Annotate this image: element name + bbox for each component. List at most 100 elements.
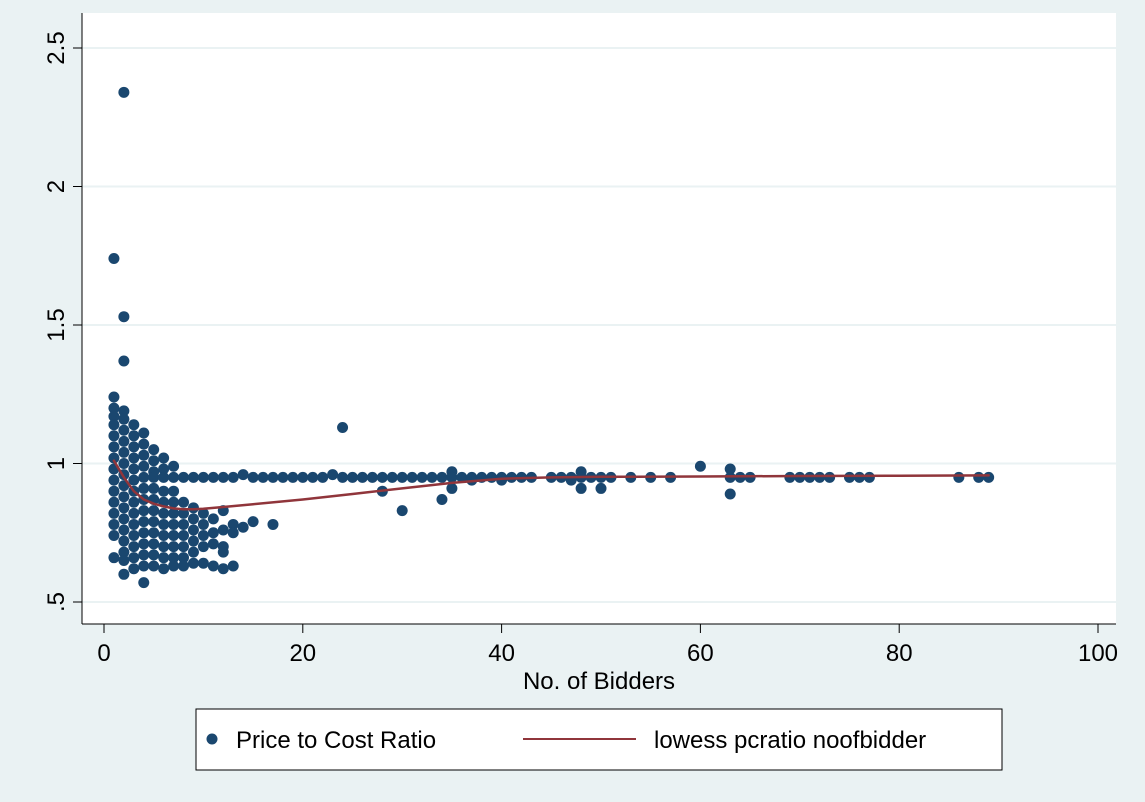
scatter-point-201	[953, 471, 965, 483]
scatter-point-126	[217, 546, 229, 558]
scatter-point-61	[138, 560, 150, 572]
scatter-point-136	[257, 471, 269, 483]
scatter-point-110	[187, 557, 199, 569]
scatter-point-4	[108, 391, 120, 403]
scatter-point-141	[297, 471, 309, 483]
scatter-point-43	[128, 507, 140, 519]
x-tick-label-2: 40	[488, 640, 515, 667]
scatter-point-56	[138, 505, 150, 517]
scatter-point-100	[178, 530, 190, 542]
scatter-point-114	[197, 530, 209, 542]
scatter-point-167	[486, 471, 498, 483]
scatter-point-187	[694, 460, 706, 472]
scatter-point-91	[168, 518, 180, 530]
y-tick-label-3: 2	[43, 180, 70, 193]
scatter-point-76	[158, 463, 170, 475]
scatter-point-131	[227, 560, 239, 572]
lowess-line	[112, 459, 990, 511]
scatter-point-116	[197, 557, 209, 569]
scatter-point-130	[227, 527, 239, 539]
scatter-point-50	[138, 438, 150, 450]
scatter-point-23	[118, 446, 130, 458]
y-tick-label-4: 2.5	[43, 31, 70, 64]
scatter-point-8	[118, 413, 130, 425]
scatter-point-96	[178, 471, 190, 483]
scatter-point-22	[118, 435, 130, 447]
scatter-point-107	[187, 524, 199, 536]
scatter-point-138	[267, 518, 279, 530]
scatter-point-27	[118, 491, 130, 503]
y-tick-label-0: .5	[43, 592, 70, 612]
scatter-point-159	[436, 494, 448, 506]
scatter-point-109	[187, 546, 199, 558]
scatter-point-6	[108, 410, 120, 422]
scatter-point-14	[108, 474, 120, 486]
scatter-point-133	[237, 521, 249, 533]
scatter-point-49	[138, 427, 150, 439]
scatter-point-153	[396, 471, 408, 483]
scatter-point-103	[178, 560, 190, 572]
scatter-point-37	[128, 441, 140, 453]
scatter-point-132	[237, 469, 249, 481]
scatter-point-182	[595, 482, 607, 494]
scatter-point-58	[138, 527, 150, 539]
scatter-point-78	[158, 485, 170, 497]
scatter-point-3	[118, 355, 130, 367]
scatter-point-42	[128, 496, 140, 508]
scatter-point-29	[118, 513, 130, 525]
scatter-point-146	[337, 421, 349, 433]
scatter-point-70	[148, 516, 160, 528]
scatter-point-9	[108, 419, 120, 431]
scatter-point-99	[178, 518, 190, 530]
scatter-point-163	[456, 471, 468, 483]
lowess-line-group	[112, 459, 990, 511]
scatter-point-98	[178, 507, 190, 519]
scatter-point-21	[118, 424, 130, 436]
scatter-point-77	[158, 471, 170, 483]
scatter-point-52	[138, 460, 150, 472]
scatter-point-148	[356, 471, 368, 483]
scatter-point-105	[187, 502, 199, 514]
scatter-point-139	[277, 471, 289, 483]
scatter-point-202	[973, 471, 985, 483]
scatter-point-144	[327, 469, 339, 481]
axis-ticks: 0 20 40 60 80 100 .5 1 1.5 2 2.5	[43, 31, 1118, 667]
scatter-point-44	[128, 518, 140, 530]
scatter-point-30	[118, 524, 130, 536]
scatter-point-127	[217, 563, 229, 575]
scatter-point-117	[207, 471, 219, 483]
scatter-point-162	[446, 482, 458, 494]
scatter-point-194	[794, 471, 806, 483]
scatter-point-28	[118, 502, 130, 514]
scatter-point-83	[158, 541, 170, 553]
scatter-point-62	[138, 577, 150, 589]
scatter-point-18	[108, 518, 120, 530]
scatter-point-200	[863, 471, 875, 483]
scatter-point-33	[118, 554, 130, 566]
scatter-point-59	[138, 538, 150, 550]
scatter-point-69	[148, 505, 160, 517]
scatter-point-145	[337, 471, 349, 483]
scatter-point-188	[724, 463, 736, 475]
scatter-point-111	[197, 471, 209, 483]
scatter-point-66	[148, 471, 160, 483]
scatter-point-84	[158, 552, 170, 564]
y-tick-label-1: 1	[43, 457, 70, 470]
scatter-point-38	[128, 452, 140, 464]
scatter-point-24	[118, 458, 130, 469]
scatter-point-199	[853, 471, 865, 483]
scatter-point-152	[386, 471, 398, 483]
scatter-point-46	[128, 541, 140, 553]
scatter-point-10	[108, 430, 120, 442]
scatter-point-89	[168, 496, 180, 508]
scatter-point-7	[118, 405, 130, 417]
scatter-point-36	[128, 430, 140, 442]
scatter-point-2	[118, 311, 130, 323]
scatter-point-157	[426, 471, 438, 483]
scatter-point-118	[207, 513, 219, 525]
y-tick-label-2: 1.5	[43, 308, 70, 341]
scatter-point-35	[128, 419, 140, 431]
scatter-point-45	[128, 530, 140, 542]
